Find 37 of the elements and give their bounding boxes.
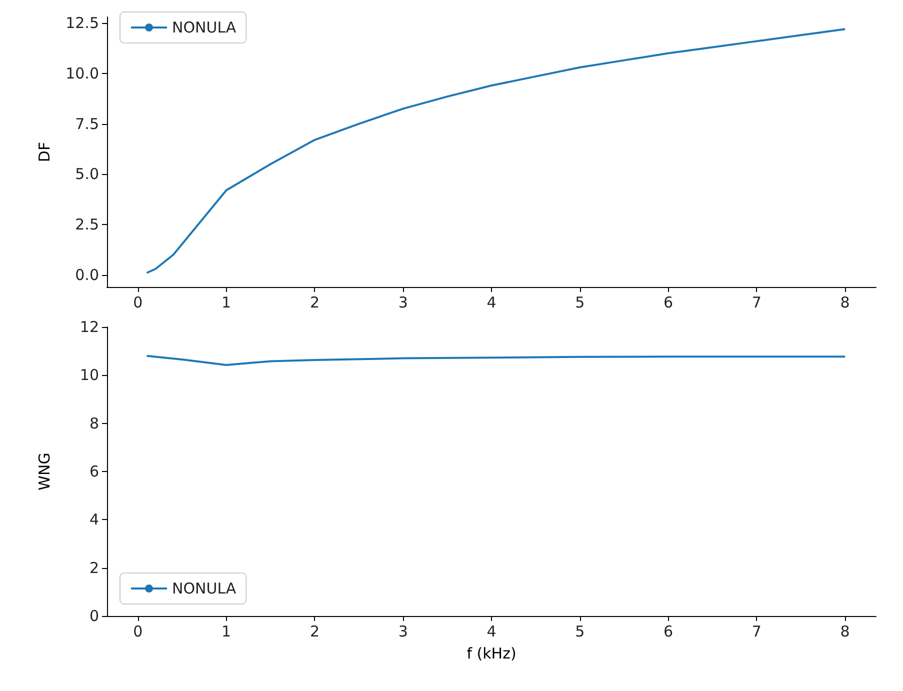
legend-label: NONULA (172, 580, 237, 598)
x-tick-label: 2 (310, 622, 320, 640)
x-tick-label: 4 (486, 622, 496, 640)
y-tick-label: 0 (89, 607, 99, 625)
x-tick-label: 0 (133, 294, 143, 312)
y-tick-label: 4 (89, 510, 99, 529)
x-tick-label: 3 (398, 294, 408, 312)
x-tick-label: 5 (575, 294, 585, 312)
x-tick-label: 3 (398, 622, 408, 640)
y-tick-label: 0.0 (75, 266, 99, 284)
x-tick-label: 5 (575, 622, 585, 640)
y-tick-label: 7.5 (75, 114, 99, 133)
x-tick-label: 0 (133, 622, 143, 640)
x-tick-label: 1 (222, 622, 232, 640)
x-tick-label: 7 (752, 622, 762, 640)
x-tick-label: 6 (664, 622, 674, 640)
x-tick-label: 8 (840, 294, 850, 312)
y-tick-label: 6 (89, 462, 99, 480)
y-tick-label: 2 (89, 558, 99, 577)
y-axis-title: WNG (36, 452, 54, 490)
x-tick-label: 6 (664, 294, 674, 312)
y-tick-label: 5.0 (75, 165, 99, 184)
y-axis-title: DF (36, 142, 54, 162)
x-axis-title: f (kHz) (466, 644, 516, 662)
x-tick-label: 1 (222, 294, 232, 312)
line-series (146, 354, 846, 366)
y-tick-label: 2.5 (75, 216, 99, 234)
x-tick-label: 8 (840, 622, 850, 640)
y-tick-label: 8 (89, 414, 99, 432)
y-tick-label: 10.0 (66, 64, 99, 82)
legend-label: NONULA (172, 18, 237, 36)
x-tick-label: 2 (310, 294, 320, 312)
x-tick-label: 4 (486, 294, 496, 312)
x-tick-label: 7 (752, 294, 762, 312)
y-tick-label: 12 (80, 318, 99, 336)
y-tick-label: 12.5 (66, 14, 99, 32)
y-tick-label: 10 (80, 366, 99, 384)
